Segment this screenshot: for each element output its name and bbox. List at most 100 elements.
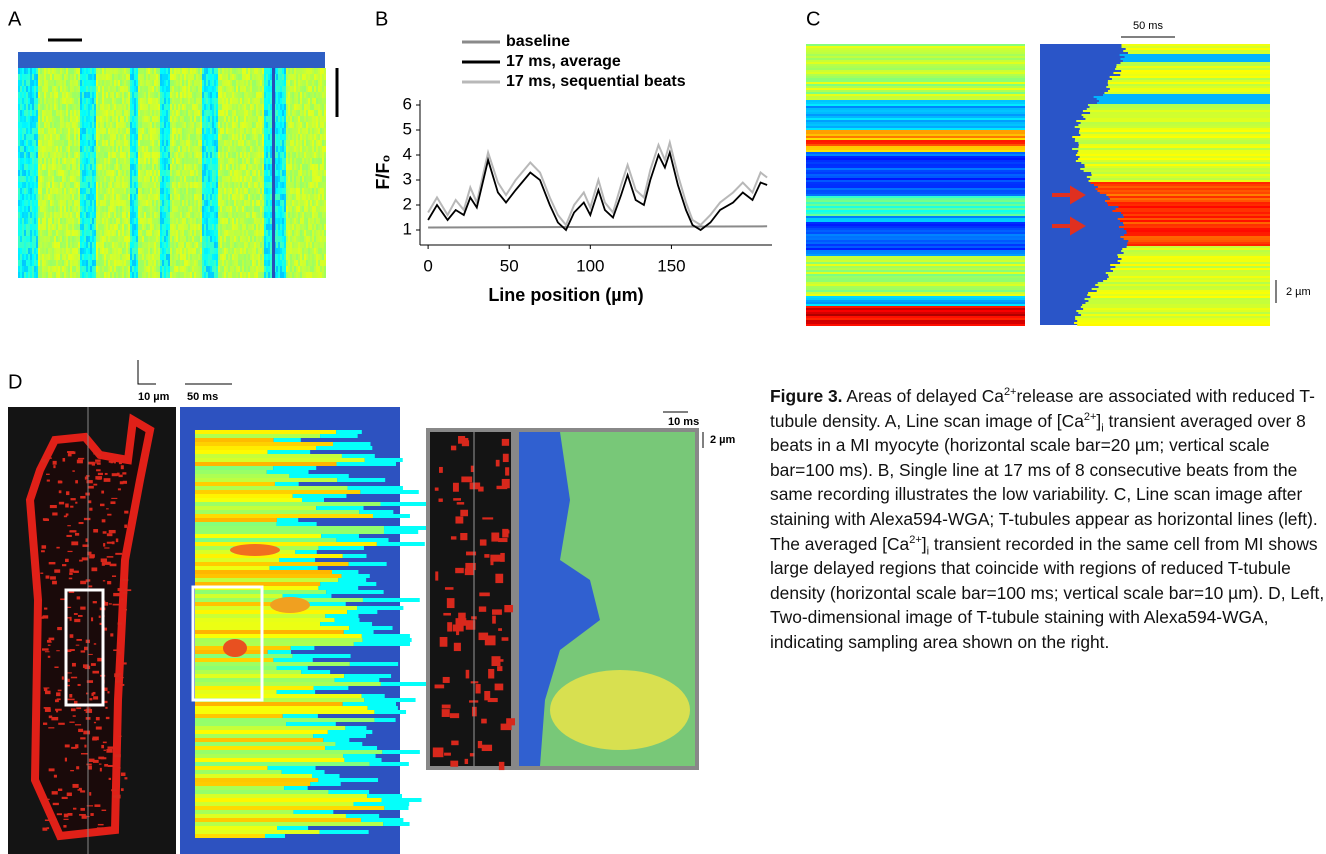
image-pixel	[64, 224, 66, 230]
image-pixel	[48, 254, 50, 260]
image-pixel	[132, 98, 134, 104]
image-pixel	[60, 218, 62, 224]
image-pixel	[174, 122, 176, 128]
image-pixel	[234, 110, 236, 116]
image-pixel	[292, 152, 294, 158]
image-pixel	[82, 230, 84, 236]
image-pixel	[176, 80, 178, 86]
image-pixel	[180, 230, 182, 236]
image-pixel	[238, 194, 240, 200]
image-pixel	[82, 68, 84, 74]
image-pixel	[170, 164, 172, 170]
image-pixel	[174, 212, 176, 218]
image-pixel	[264, 212, 266, 218]
image-pixel	[108, 212, 110, 218]
image-pixel	[256, 80, 258, 86]
image-pixel	[24, 194, 26, 200]
image-pixel	[96, 188, 98, 194]
image-pixel	[158, 236, 160, 242]
image-pixel	[190, 104, 192, 110]
image-pixel	[118, 272, 120, 278]
image-pixel	[136, 158, 138, 164]
image-pixel	[76, 206, 78, 212]
image-pixel	[258, 194, 260, 200]
image-pixel	[160, 242, 162, 248]
image-pixel	[234, 218, 236, 224]
image-pixel	[192, 116, 194, 122]
image-pixel	[108, 98, 110, 104]
image-pixel	[230, 86, 232, 92]
image-pixel	[180, 74, 182, 80]
image-pixel	[284, 170, 286, 176]
image-pixel	[200, 134, 202, 140]
image-pixel	[156, 170, 158, 176]
image-pixel	[138, 104, 140, 110]
image-pixel	[124, 140, 126, 146]
image-pixel	[280, 104, 282, 110]
image-pixel	[112, 266, 114, 272]
image-pixel	[280, 182, 282, 188]
image-pixel	[106, 224, 108, 230]
image-pixel	[290, 158, 292, 164]
image-pixel	[36, 158, 38, 164]
image-pixel	[26, 176, 28, 182]
image-pixel	[96, 116, 98, 122]
image-pixel	[266, 230, 268, 236]
image-pixel	[248, 224, 250, 230]
image-pixel	[262, 254, 264, 260]
image-pixel	[32, 176, 34, 182]
image-pixel	[202, 122, 204, 128]
image-pixel	[48, 212, 50, 218]
image-pixel	[278, 140, 280, 146]
image-pixel	[176, 266, 178, 272]
image-pixel	[208, 248, 210, 254]
image-pixel	[68, 206, 70, 212]
image-pixel	[280, 74, 282, 80]
image-pixel	[112, 158, 114, 164]
image-pixel	[122, 206, 124, 212]
image-pixel	[252, 188, 254, 194]
image-pixel	[70, 140, 72, 146]
image-pixel	[78, 170, 80, 176]
image-pixel	[72, 224, 74, 230]
image-pixel	[162, 236, 164, 242]
image-pixel	[40, 254, 42, 260]
image-pixel	[230, 212, 232, 218]
image-pixel	[230, 194, 232, 200]
image-pixel	[244, 188, 246, 194]
image-pixel	[166, 272, 168, 278]
image-pixel	[166, 206, 168, 212]
image-pixel	[174, 206, 176, 212]
image-pixel	[302, 140, 304, 146]
image-pixel	[158, 128, 160, 134]
image-pixel	[82, 176, 84, 182]
image-pixel	[202, 212, 204, 218]
image-pixel	[270, 80, 272, 86]
image-pixel	[106, 134, 108, 140]
image-pixel	[46, 248, 48, 254]
image-pixel	[124, 224, 126, 230]
image-pixel	[300, 74, 302, 80]
image-pixel	[208, 176, 210, 182]
image-pixel	[90, 212, 92, 218]
image-pixel	[126, 104, 128, 110]
image-pixel	[32, 116, 34, 122]
image-pixel	[178, 230, 180, 236]
image-pixel	[264, 86, 266, 92]
image-pixel	[168, 200, 170, 206]
image-pixel	[260, 194, 262, 200]
image-pixel	[122, 164, 124, 170]
image-pixel	[182, 170, 184, 176]
image-pixel	[262, 212, 264, 218]
image-pixel	[188, 74, 190, 80]
image-pixel	[180, 200, 182, 206]
image-pixel	[200, 188, 202, 194]
image-pixel	[176, 92, 178, 98]
image-pixel	[298, 272, 300, 278]
image-pixel	[178, 134, 180, 140]
image-pixel	[156, 242, 158, 248]
image-pixel	[260, 200, 262, 206]
image-pixel	[148, 188, 150, 194]
image-pixel	[46, 146, 48, 152]
